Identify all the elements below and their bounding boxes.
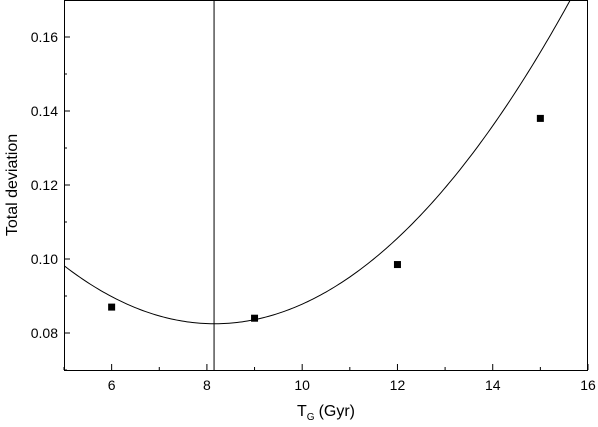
data-point <box>251 314 259 322</box>
data-point <box>108 303 116 311</box>
fit-curve <box>64 0 571 325</box>
y-axis-title: Total deviation <box>4 134 21 236</box>
plot-frame <box>64 0 588 371</box>
y-tick-label: 0.16 <box>31 29 58 45</box>
x-axis-title-main: T <box>297 403 307 420</box>
x-axis: 6 8 10 12 14 16 <box>63 364 596 393</box>
x-tick-label: 8 <box>203 377 211 393</box>
x-axis-title: TG (Gyr) <box>297 403 355 423</box>
fit-curve-layer <box>64 0 571 325</box>
data-point <box>536 114 544 122</box>
x-tick-label: 16 <box>580 377 596 393</box>
x-tick-label: 14 <box>485 377 501 393</box>
x-tick-label: 6 <box>108 377 116 393</box>
y-tick-label: 0.12 <box>31 177 58 193</box>
y-tick-label: 0.08 <box>31 325 58 341</box>
y-tick-label: 0.10 <box>31 251 58 267</box>
y-axis: 0.08 0.10 0.12 0.14 0.16 <box>31 0 70 371</box>
x-tick-label: 10 <box>294 377 310 393</box>
data-points-layer <box>108 114 544 322</box>
x-tick-label: 12 <box>390 377 406 393</box>
data-point <box>393 261 401 269</box>
x-axis-title-subscript: G <box>307 412 315 423</box>
plot-area <box>64 0 588 371</box>
x-axis-title-unit: (Gyr) <box>319 403 355 420</box>
y-tick-label: 0.14 <box>31 103 58 119</box>
